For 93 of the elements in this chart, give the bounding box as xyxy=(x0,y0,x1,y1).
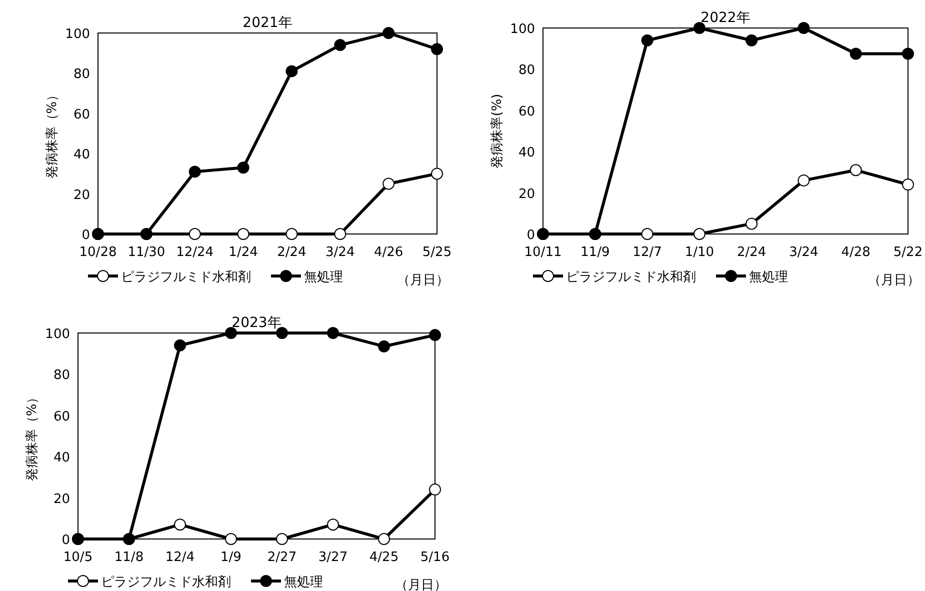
y-tick-label: 0 xyxy=(526,228,535,243)
legend-label: 無処理 xyxy=(304,270,343,285)
y-tick-label: 60 xyxy=(518,104,535,120)
x-tick-label: 10/28 xyxy=(79,245,117,260)
y-tick-label: 80 xyxy=(53,368,70,384)
point xyxy=(327,518,339,531)
x-tick-label: 11/9 xyxy=(580,245,610,260)
x-tick-label: 4/26 xyxy=(374,245,404,260)
x-tick-label: 11/8 xyxy=(114,550,144,565)
x-tick-label: 1/24 xyxy=(228,245,258,260)
chart-title: 2021年 xyxy=(242,15,292,31)
point xyxy=(850,164,862,176)
y-tick-label: 100 xyxy=(65,27,90,42)
y-tick-label: 60 xyxy=(53,409,70,424)
point xyxy=(746,218,758,230)
point xyxy=(431,43,443,56)
point xyxy=(334,228,346,240)
y-tick-label: 40 xyxy=(73,148,90,163)
x-tick-label: 12/24 xyxy=(176,245,214,260)
x-tick-label: 2/27 xyxy=(267,550,297,565)
x-tick-label: 5/25 xyxy=(422,245,452,260)
x-tick-label: 2/24 xyxy=(277,245,306,260)
point xyxy=(334,39,346,52)
point xyxy=(431,168,443,180)
point xyxy=(174,339,186,352)
chart-title: 2022年 xyxy=(700,10,750,26)
x-tick-label: 3/27 xyxy=(318,550,348,565)
legend-label: ピラジフルミド水和剤 xyxy=(101,575,231,590)
point xyxy=(798,174,810,186)
y-tick-label: 100 xyxy=(45,327,70,342)
y-axis-title: 発病株率（%） xyxy=(24,390,40,482)
y-tick-label: 20 xyxy=(53,492,70,507)
y-tick-label: 60 xyxy=(73,107,90,122)
point xyxy=(429,329,441,342)
point xyxy=(798,22,810,34)
point xyxy=(286,228,298,240)
y-tick-label: 20 xyxy=(73,188,90,203)
x-tick-label: 4/25 xyxy=(369,550,399,565)
point xyxy=(641,34,654,46)
point xyxy=(237,162,250,174)
point xyxy=(378,533,390,545)
point xyxy=(276,533,288,545)
y-tick-label: 0 xyxy=(82,228,90,243)
legend-label: 無処理 xyxy=(749,270,788,285)
y-tick-label: 80 xyxy=(518,63,535,78)
point xyxy=(225,533,237,545)
point xyxy=(276,327,288,339)
point xyxy=(382,178,395,190)
point xyxy=(902,48,914,60)
x-tick-label: 12/4 xyxy=(165,550,195,565)
legend-label: 無処理 xyxy=(284,575,323,590)
x-tick-label: 1/10 xyxy=(684,245,714,260)
x-tick-label: 3/24 xyxy=(789,245,818,260)
point xyxy=(237,228,250,240)
x-tick-label: 5/16 xyxy=(420,550,450,565)
x-tick-label: 5/22 xyxy=(893,245,923,260)
point xyxy=(188,166,201,178)
point xyxy=(429,484,441,496)
point xyxy=(174,518,186,531)
y-tick-label: 40 xyxy=(53,450,70,466)
y-tick-label: 40 xyxy=(518,146,535,161)
x-tick-label: 4/28 xyxy=(841,245,870,260)
x-tick-label: 10/5 xyxy=(63,550,93,565)
text: （月日） xyxy=(397,273,449,288)
text: （月日） xyxy=(868,273,920,288)
point xyxy=(225,327,237,339)
x-tick-label: 10/11 xyxy=(524,245,562,260)
legend-label: ピラジフルミド水和剤 xyxy=(121,270,251,285)
point xyxy=(327,327,339,339)
point xyxy=(286,65,298,78)
x-tick-label: 12/7 xyxy=(632,245,662,260)
x-tick-label: 3/24 xyxy=(326,245,355,260)
y-tick-label: 100 xyxy=(510,22,535,37)
x-tick-label: 2/24 xyxy=(736,245,766,260)
chart-title: 2023年 xyxy=(232,315,282,331)
y-tick-label: 0 xyxy=(62,533,70,548)
point xyxy=(188,228,201,240)
y-tick-label: 80 xyxy=(73,67,90,82)
x-tick-label: 1/9 xyxy=(220,550,242,565)
point xyxy=(693,22,706,34)
legend-label: ピラジフルミド水和剤 xyxy=(566,270,696,285)
point xyxy=(641,228,654,240)
text: （月日） xyxy=(395,578,447,591)
y-axis-title: 発病株率（%） xyxy=(44,88,60,179)
point xyxy=(382,27,395,39)
y-tick-label: 20 xyxy=(518,186,535,202)
point xyxy=(378,340,390,352)
point xyxy=(746,34,758,46)
point xyxy=(902,178,914,191)
point xyxy=(850,48,862,60)
x-tick-label: 11/30 xyxy=(128,245,166,260)
y-axis-title: 発病株率(%) xyxy=(489,94,505,168)
point xyxy=(693,228,706,240)
